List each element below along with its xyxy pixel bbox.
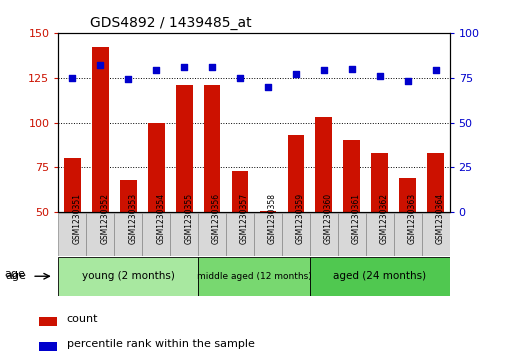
- Text: GSM1230364: GSM1230364: [435, 193, 444, 244]
- Text: percentile rank within the sample: percentile rank within the sample: [67, 339, 255, 348]
- Text: middle aged (12 months): middle aged (12 months): [197, 272, 311, 281]
- Bar: [315, 117, 332, 302]
- Text: GSM1230354: GSM1230354: [156, 193, 165, 244]
- Point: [431, 68, 439, 73]
- Text: GSM1230360: GSM1230360: [324, 193, 333, 244]
- Point: [236, 75, 244, 81]
- Bar: [198, 257, 310, 296]
- Bar: [310, 213, 338, 256]
- Bar: [422, 213, 450, 256]
- Text: GSM1230355: GSM1230355: [184, 193, 193, 244]
- Point: [152, 68, 160, 73]
- Bar: [64, 159, 81, 302]
- Text: GSM1230361: GSM1230361: [352, 193, 361, 244]
- Text: GSM1230358: GSM1230358: [268, 193, 277, 244]
- Text: GSM1230357: GSM1230357: [240, 193, 249, 244]
- Bar: [92, 47, 109, 302]
- Bar: [86, 213, 114, 256]
- Point: [375, 73, 384, 79]
- Point: [96, 62, 104, 68]
- Text: count: count: [67, 314, 98, 324]
- Bar: [204, 85, 220, 302]
- Bar: [254, 213, 282, 256]
- Bar: [343, 140, 360, 302]
- Bar: [226, 213, 254, 256]
- Text: GSM1230352: GSM1230352: [100, 193, 109, 244]
- Point: [320, 68, 328, 73]
- Point: [68, 75, 76, 81]
- Bar: [39, 342, 57, 351]
- Text: GSM1230353: GSM1230353: [128, 193, 137, 244]
- Text: GSM1230362: GSM1230362: [379, 193, 389, 244]
- Bar: [114, 213, 142, 256]
- Text: aged (24 months): aged (24 months): [333, 271, 426, 281]
- Text: GSM1230359: GSM1230359: [296, 193, 305, 244]
- Point: [180, 64, 188, 70]
- Bar: [198, 213, 226, 256]
- Bar: [176, 85, 193, 302]
- Point: [264, 84, 272, 90]
- Text: GSM1230363: GSM1230363: [407, 193, 417, 244]
- Point: [208, 64, 216, 70]
- Bar: [366, 213, 394, 256]
- Point: [124, 77, 132, 82]
- Bar: [260, 211, 276, 302]
- Text: age: age: [5, 269, 25, 279]
- Bar: [142, 213, 170, 256]
- Point: [292, 71, 300, 77]
- Bar: [148, 123, 165, 302]
- Bar: [310, 257, 450, 296]
- Bar: [39, 317, 57, 326]
- Text: age: age: [5, 271, 26, 281]
- Bar: [371, 153, 388, 302]
- Point: [403, 78, 411, 84]
- Bar: [120, 180, 137, 302]
- Bar: [394, 213, 422, 256]
- Point: [347, 66, 356, 72]
- Bar: [232, 171, 248, 302]
- Bar: [338, 213, 366, 256]
- Text: GSM1230356: GSM1230356: [212, 193, 221, 244]
- Bar: [58, 213, 86, 256]
- Text: young (2 months): young (2 months): [82, 271, 175, 281]
- Text: GSM1230351: GSM1230351: [72, 193, 81, 244]
- Bar: [288, 135, 304, 302]
- Bar: [282, 213, 310, 256]
- Bar: [427, 153, 444, 302]
- Bar: [170, 213, 198, 256]
- Bar: [399, 178, 416, 302]
- Text: GDS4892 / 1439485_at: GDS4892 / 1439485_at: [90, 16, 251, 30]
- Bar: [58, 257, 198, 296]
